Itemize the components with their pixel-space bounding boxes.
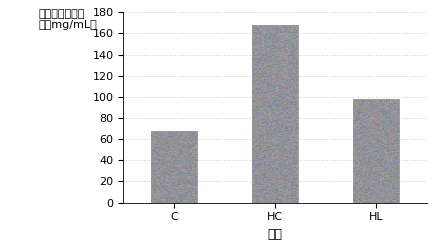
Bar: [252, 25, 298, 203]
Bar: [252, 25, 298, 203]
Bar: [151, 131, 197, 203]
Bar: [353, 99, 399, 203]
Bar: [353, 99, 399, 203]
Text: 血清总胆固醇含
量（mg/mL）: 血清总胆固醇含 量（mg/mL）: [38, 9, 97, 30]
Bar: [151, 131, 197, 203]
X-axis label: 组别: 组别: [268, 228, 282, 241]
